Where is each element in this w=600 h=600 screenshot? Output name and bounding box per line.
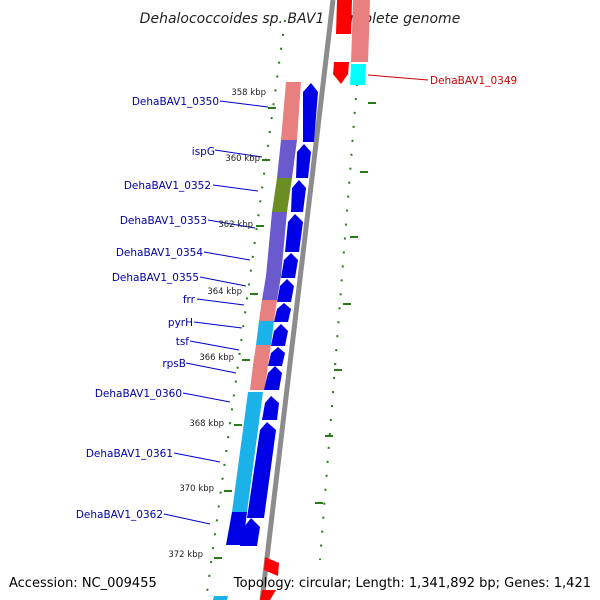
- label-dehabav1-0354[interactable]: DehaBAV1_0354: [116, 247, 204, 259]
- label-dehabav1-0361[interactable]: DehaBAV1_0361: [86, 448, 173, 460]
- feature-salmon-top-2: [351, 34, 369, 62]
- feature-salmon-top: [352, 0, 370, 34]
- label-rpsb[interactable]: rpsB: [162, 358, 186, 370]
- kbp-372: 372 kbp: [168, 550, 203, 560]
- bottom-features: [260, 557, 279, 600]
- label-pyrh[interactable]: pyrH: [168, 317, 193, 329]
- arrow-red-0349: [333, 62, 349, 84]
- label-tsf[interactable]: tsf: [176, 336, 190, 348]
- kbp-360: 360 kbp: [225, 154, 260, 164]
- kbp-366: 366 kbp: [199, 353, 234, 363]
- map-title: Dehalococcoides sp. BAV1, complete genom…: [140, 11, 461, 27]
- label-frr[interactable]: frr: [183, 294, 196, 306]
- label-ispg[interactable]: ispG: [192, 146, 215, 158]
- kbp-370: 370 kbp: [179, 484, 214, 494]
- genome-backbone: [255, 0, 340, 600]
- label-dehabav1-0355[interactable]: DehaBAV1_0355: [112, 272, 199, 284]
- accession-text: Accession: NC_009455: [9, 576, 157, 591]
- feature-aqua-0349: [350, 64, 366, 85]
- label-dehabav1-0349[interactable]: DehaBAV1_0349: [430, 75, 517, 87]
- label-dehabav1-0350[interactable]: DehaBAV1_0350: [132, 96, 219, 108]
- gene-labels: DehaBAV1_0350 ispG DehaBAV1_0352 DehaBAV…: [76, 75, 517, 521]
- label-dehabav1-0362[interactable]: DehaBAV1_0362: [76, 509, 163, 521]
- label-dehabav1-0360[interactable]: DehaBAV1_0360: [95, 388, 182, 400]
- outer-tick-ring: [319, 69, 359, 561]
- feature-red-top: [336, 0, 352, 34]
- kbp-358: 358 kbp: [231, 88, 266, 98]
- topology-text: Topology: circular; Length: 1,341,892 bp…: [233, 576, 591, 591]
- label-dehabav1-0353[interactable]: DehaBAV1_0353: [120, 215, 207, 227]
- label-leaders: [163, 100, 269, 525]
- kbp-364: 364 kbp: [207, 287, 242, 297]
- cds-arrows: [240, 83, 318, 546]
- label-dehabav1-0352[interactable]: DehaBAV1_0352: [124, 180, 211, 192]
- inner-segments: [213, 82, 301, 600]
- kbp-368: 368 kbp: [189, 419, 224, 429]
- kbp-362: 362 kbp: [218, 220, 253, 230]
- major-ticks: [214, 102, 376, 559]
- top-features: [333, 0, 429, 85]
- kbp-labels: 358 kbp 360 kbp 362 kbp 364 kbp 366 kbp …: [168, 88, 266, 560]
